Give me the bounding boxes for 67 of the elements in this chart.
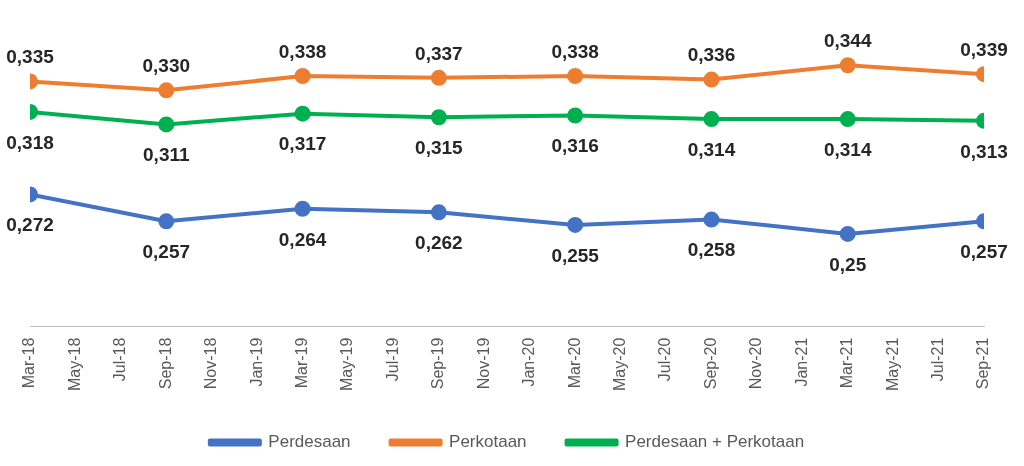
legend-label: Perdesaan	[268, 432, 351, 452]
x-tick-label: Jul-21	[928, 337, 946, 382]
x-tick-label: Sep-20	[701, 337, 719, 390]
x-tick-label: Jul-20	[656, 337, 674, 382]
data-label: 0,317	[278, 133, 327, 155]
data-label: 0,311	[143, 144, 190, 166]
data-label: 0,339	[960, 38, 1008, 60]
point	[839, 111, 856, 128]
data-label: 0,257	[142, 241, 191, 263]
x-tick-label: Sep-18	[156, 337, 174, 390]
point	[839, 225, 856, 242]
x-tick-label: Sep-21	[974, 337, 992, 390]
data-label: 0,314	[823, 138, 872, 160]
x-tick-label: May-21	[883, 337, 901, 392]
data-label: 0,338	[551, 40, 599, 62]
data-label: 0,330	[142, 55, 191, 77]
point	[567, 68, 584, 84]
x-tick-label: May-18	[65, 337, 83, 392]
data-label: 0,255	[551, 244, 600, 266]
x-tick-label: Jan-21	[792, 337, 810, 387]
data-label: 0,25	[829, 253, 867, 275]
point	[567, 216, 584, 233]
x-tick-label: Jan-19	[247, 337, 265, 387]
x-tick-label: Sep-19	[429, 337, 447, 390]
x-tick-label: Jul-19	[383, 337, 401, 382]
data-label: 0,338	[278, 40, 327, 62]
x-tick-label: Mar-18	[20, 337, 38, 389]
legend-label: Perdesaan + Perkotaan	[625, 432, 805, 452]
x-tick-label: Mar-19	[292, 337, 310, 389]
point	[158, 116, 175, 133]
point	[158, 82, 175, 99]
data-label: 0,335	[6, 46, 55, 68]
point	[703, 111, 720, 128]
data-label: 0,313	[960, 140, 1008, 162]
point	[430, 204, 447, 221]
point	[703, 211, 720, 228]
point	[567, 107, 584, 124]
data-label: 0,344	[823, 29, 872, 51]
x-tick-label: May-19	[338, 337, 356, 392]
data-label: 0,316	[551, 135, 599, 157]
point	[158, 213, 175, 230]
x-tick-label: Nov-18	[202, 337, 220, 390]
data-label: 0,336	[687, 44, 736, 66]
point	[294, 200, 311, 217]
x-tick-label: Nov-20	[747, 337, 765, 390]
data-label: 0,257	[960, 241, 1008, 263]
data-label: 0,318	[6, 131, 54, 153]
data-label: 0,272	[6, 214, 54, 236]
data-label: 0,315	[415, 137, 464, 158]
x-tick-label: Nov-19	[474, 337, 492, 390]
x-tick-label: Jul-18	[111, 337, 129, 382]
data-label: 0,262	[415, 232, 463, 254]
point	[430, 109, 447, 126]
point	[430, 69, 447, 86]
x-tick-label: Jan-20	[520, 337, 538, 387]
x-tick-label: Mar-20	[565, 337, 583, 389]
point	[703, 71, 720, 88]
data-label: 0,258	[687, 239, 736, 261]
data-label: 0,264	[278, 228, 327, 250]
data-label: 0,337	[415, 42, 463, 64]
data-label: 0,314	[687, 138, 736, 160]
point	[294, 105, 311, 122]
legend-label: Perkotaan	[449, 432, 527, 452]
point	[294, 68, 311, 84]
x-tick-label: Mar-21	[838, 337, 856, 389]
point	[839, 57, 856, 74]
x-tick-label: May-20	[610, 337, 628, 392]
